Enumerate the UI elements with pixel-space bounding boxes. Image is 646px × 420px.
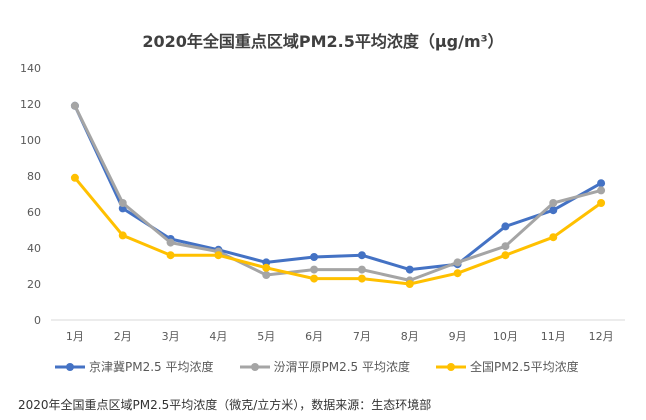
series-line-1 xyxy=(73,105,602,282)
data-point xyxy=(166,251,175,260)
legend-item: 京津冀PM2.5 平均浓度 xyxy=(55,358,214,375)
data-point xyxy=(549,206,558,215)
data-point xyxy=(357,274,366,283)
data-point xyxy=(214,251,223,260)
legend: 京津冀PM2.5 平均浓度 汾渭平原PM2.5 平均浓度 全国PM2.5平均浓度 xyxy=(55,358,579,375)
chart-title: 2020年全国重点区域PM2.5平均浓度（μg/m³） xyxy=(142,32,504,51)
legend-item: 全国PM2.5平均浓度 xyxy=(436,358,579,375)
x-tick-label: 10月 xyxy=(493,330,518,343)
data-point xyxy=(357,251,366,260)
data-point xyxy=(405,265,414,274)
data-point xyxy=(405,280,414,288)
x-tick-label: 5月 xyxy=(257,330,275,343)
data-point xyxy=(501,242,510,251)
data-point xyxy=(118,231,127,240)
y-tick-label: 80 xyxy=(27,170,41,183)
x-tick-label: 12月 xyxy=(589,330,614,343)
legend-label: 京津冀PM2.5 平均浓度 xyxy=(89,360,214,374)
x-tick-label: 4月 xyxy=(209,330,227,343)
y-tick-label: 60 xyxy=(27,206,41,219)
legend-marker xyxy=(239,362,270,371)
data-point xyxy=(501,222,510,231)
y-tick-label: 140 xyxy=(20,62,41,75)
legend-label: 汾渭平原PM2.5 平均浓度 xyxy=(273,360,411,374)
x-tick-label: 3月 xyxy=(162,330,180,343)
data-point xyxy=(166,238,175,247)
series-line-0 xyxy=(73,105,602,272)
legend-label: 全国PM2.5平均浓度 xyxy=(470,360,579,374)
x-tick-label: 1月 xyxy=(66,330,84,343)
y-tick-label: 100 xyxy=(20,134,41,147)
x-tick-label: 2月 xyxy=(114,330,132,343)
data-point xyxy=(501,251,510,260)
data-point xyxy=(549,233,558,242)
y-tick-label: 20 xyxy=(27,278,41,291)
data-point xyxy=(310,274,319,283)
x-tick-label: 6月 xyxy=(305,330,323,343)
caption: 2020年全国重点区域PM2.5平均浓度（微克/立方米），数据来源：生态环境部 xyxy=(18,398,432,412)
data-point xyxy=(262,271,271,279)
data-point xyxy=(310,265,319,274)
legend-item: 汾渭平原PM2.5 平均浓度 xyxy=(239,358,411,375)
plot-area: 0 20 40 60 80 100 120 140 1月 2月 3月 4月 5月 6月 7月 8月 9月 10月 1… xyxy=(20,62,625,343)
data-point xyxy=(357,265,366,274)
data-point xyxy=(262,263,271,272)
data-point xyxy=(453,258,462,267)
data-point xyxy=(597,186,606,195)
data-point xyxy=(549,199,558,207)
data-point xyxy=(118,199,127,207)
data-point xyxy=(310,253,319,261)
legend-marker xyxy=(55,362,85,371)
data-point xyxy=(70,173,79,182)
x-tick-label: 11月 xyxy=(541,330,566,343)
y-tick-label: 120 xyxy=(20,98,41,111)
data-point xyxy=(70,101,79,110)
x-tick-label: 8月 xyxy=(401,330,419,343)
series-line-2 xyxy=(73,176,602,286)
y-tick-label: 0 xyxy=(34,314,41,327)
x-tick-label: 7月 xyxy=(353,330,371,343)
x-tick-label: 9月 xyxy=(449,330,467,343)
y-tick-label: 40 xyxy=(27,242,41,255)
data-point xyxy=(597,199,606,207)
data-point xyxy=(597,179,606,188)
legend-marker xyxy=(436,362,466,371)
data-point xyxy=(453,269,462,278)
